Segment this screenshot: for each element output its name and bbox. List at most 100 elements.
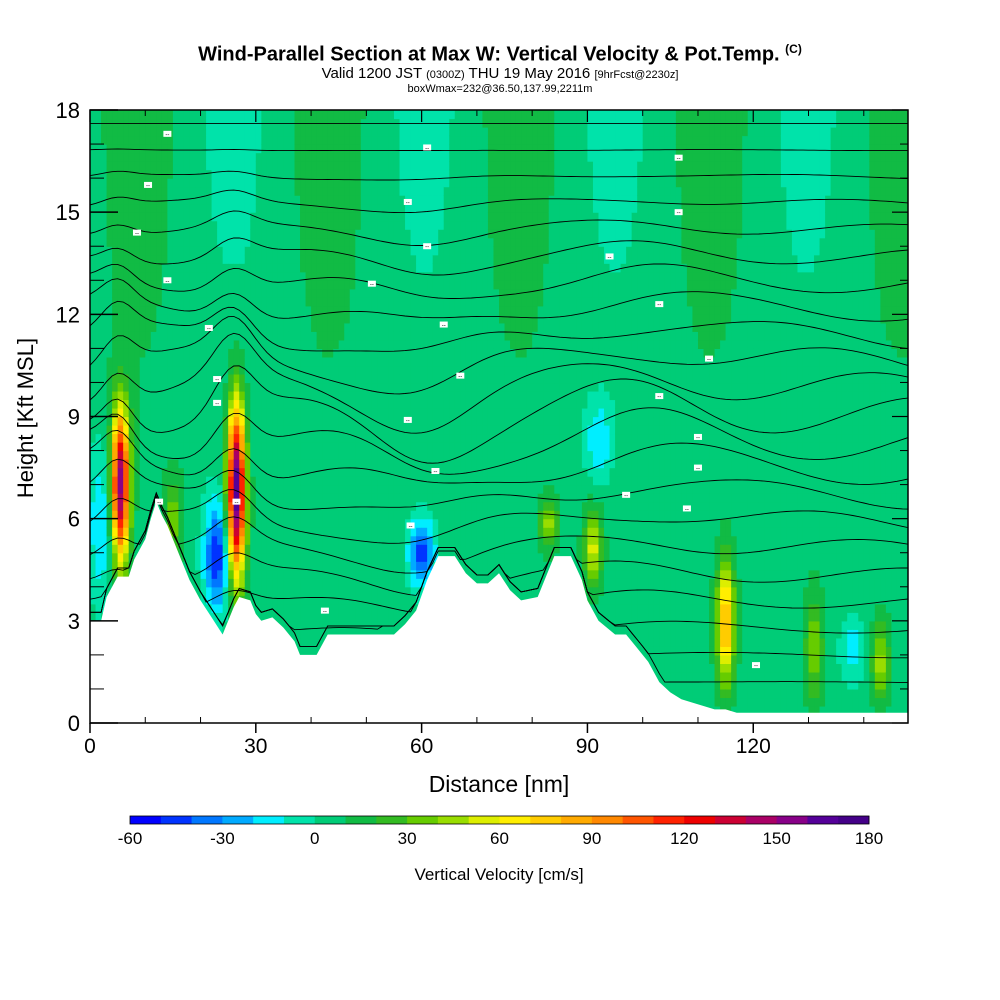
velocity-cell — [261, 501, 268, 511]
velocity-cell — [371, 212, 379, 222]
velocity-cell — [128, 390, 135, 401]
velocity-cell — [427, 288, 434, 298]
velocity-cell — [255, 127, 262, 137]
velocity-cell — [128, 288, 135, 298]
velocity-cell — [145, 416, 152, 426]
subtitle-date: THU 19 May 2016 — [468, 64, 591, 82]
velocity-cell — [200, 178, 207, 188]
velocity-cell — [272, 263, 279, 273]
velocity-cell — [123, 178, 130, 188]
velocity-cell — [211, 144, 218, 154]
velocity-cell — [112, 450, 119, 460]
velocity-cell — [438, 220, 445, 230]
velocity-cell — [277, 382, 285, 392]
velocity-cell — [217, 510, 224, 520]
velocity-cell — [161, 356, 168, 367]
velocity-cell — [172, 254, 180, 264]
velocity-cell — [277, 331, 285, 341]
velocity-cell — [189, 569, 196, 579]
velocity-cell — [283, 263, 290, 273]
velocity-cell — [139, 484, 146, 494]
velocity-cell — [333, 178, 340, 188]
velocity-cell — [195, 229, 202, 239]
velocity-cell — [112, 339, 119, 349]
velocity-cell — [344, 288, 351, 298]
velocity-cell — [206, 118, 213, 128]
velocity-cell — [355, 629, 362, 639]
velocity-cell — [139, 356, 146, 367]
velocity-cell — [288, 629, 296, 639]
velocity-cell — [405, 527, 412, 537]
velocity-cell — [228, 220, 235, 230]
velocity-cell — [211, 237, 218, 247]
velocity-cell — [255, 254, 262, 264]
velocity-cell — [421, 450, 428, 460]
velocity-cell — [355, 339, 362, 349]
velocity-cell — [128, 322, 135, 332]
velocity-cell — [388, 510, 395, 520]
velocity-cell — [106, 382, 113, 392]
velocity-cell — [272, 314, 279, 324]
velocity-cell — [327, 527, 334, 537]
velocity-cell — [421, 484, 428, 494]
velocity-cell — [355, 203, 362, 213]
velocity-cell — [95, 339, 102, 349]
velocity-cell — [239, 271, 246, 281]
velocity-cell — [399, 186, 406, 196]
velocity-cell — [443, 263, 450, 273]
velocity-cell — [421, 493, 428, 503]
velocity-cell — [405, 288, 412, 298]
velocity-cell — [200, 186, 207, 196]
velocity-cell — [283, 561, 290, 571]
velocity-cell — [432, 365, 439, 375]
velocity-cell — [344, 382, 351, 392]
velocity-cell — [239, 246, 246, 256]
velocity-cell — [294, 382, 301, 392]
velocity-cell — [222, 569, 229, 579]
velocity-cell — [294, 152, 301, 162]
velocity-cell — [150, 186, 157, 196]
velocity-cell — [211, 271, 218, 281]
velocity-cell — [305, 288, 312, 298]
velocity-cell — [150, 356, 157, 367]
velocity-cell — [255, 144, 262, 154]
velocity-cell — [200, 407, 207, 418]
velocity-cell — [393, 212, 401, 222]
velocity-cell — [217, 314, 224, 324]
velocity-cell — [421, 322, 428, 332]
velocity-cell — [360, 135, 367, 145]
velocity-cell — [371, 305, 379, 315]
velocity-cell — [277, 433, 285, 443]
velocity-cell — [233, 544, 240, 554]
velocity-cell — [305, 144, 312, 154]
velocity-cell — [283, 144, 290, 154]
velocity-cell — [272, 382, 279, 392]
velocity-cell — [300, 586, 307, 596]
velocity-cell — [217, 586, 224, 596]
velocity-cell — [333, 229, 340, 239]
velocity-cell — [393, 229, 401, 239]
velocity-cell — [101, 220, 108, 230]
velocity-cell — [294, 178, 301, 188]
velocity-cell — [449, 195, 456, 205]
velocity-cell — [316, 288, 323, 298]
velocity-cell — [106, 237, 113, 247]
velocity-cell — [405, 399, 412, 409]
velocity-cell — [333, 314, 340, 324]
velocity-cell — [421, 365, 428, 375]
velocity-cell — [438, 263, 445, 273]
velocity-cell — [300, 407, 307, 418]
velocity-cell — [366, 586, 373, 596]
velocity-cell — [432, 459, 439, 469]
velocity-cell — [333, 382, 340, 392]
velocity-cell — [283, 127, 290, 137]
velocity-cell — [101, 399, 108, 409]
velocity-cell — [217, 280, 224, 290]
velocity-cell — [355, 178, 362, 188]
velocity-cell — [454, 254, 461, 264]
velocity-cell — [217, 467, 224, 477]
velocity-cell — [288, 314, 296, 324]
velocity-cell — [311, 169, 318, 179]
velocity-cell — [200, 348, 207, 358]
velocity-cell — [388, 246, 395, 256]
